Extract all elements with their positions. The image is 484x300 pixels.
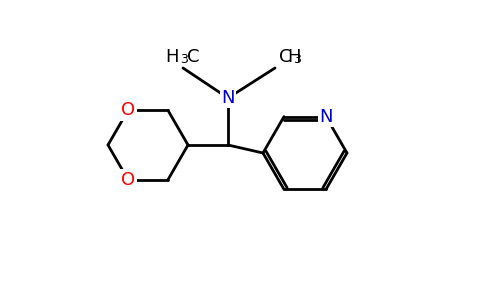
Text: O: O: [121, 171, 135, 189]
Text: N: N: [221, 89, 235, 107]
Text: C: C: [187, 48, 199, 66]
Text: H: H: [287, 48, 301, 66]
Text: O: O: [121, 101, 135, 119]
Text: 3: 3: [180, 53, 188, 66]
Text: C: C: [279, 48, 291, 66]
Text: N: N: [319, 108, 333, 126]
Text: H: H: [166, 48, 179, 66]
Text: 3: 3: [293, 53, 301, 66]
